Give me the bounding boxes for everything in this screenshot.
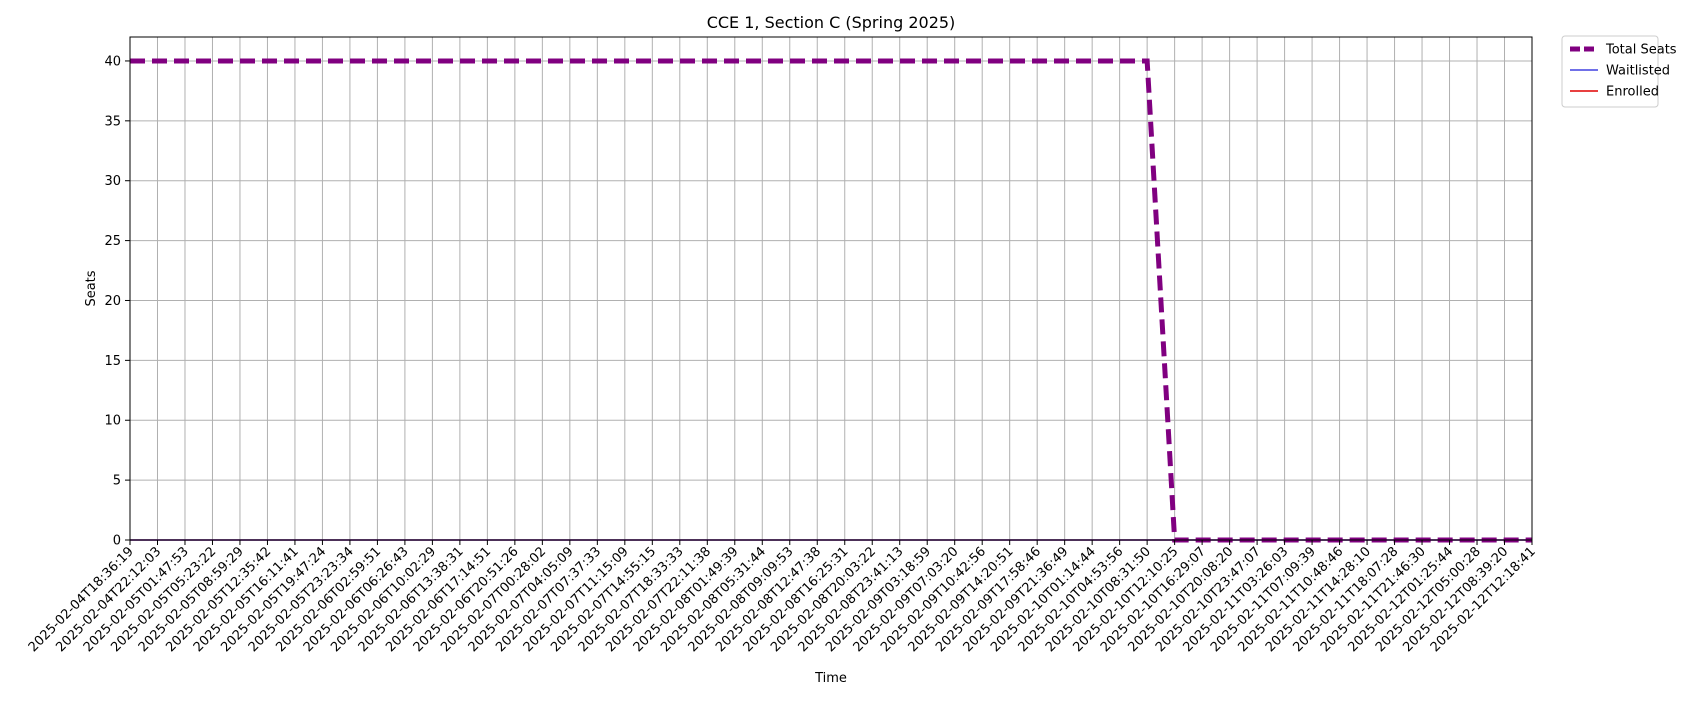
y-axis-label: Seats [84, 270, 99, 306]
y-tick-label: 5 [113, 474, 121, 489]
y-tick-label: 35 [104, 114, 121, 129]
x-axis-label: Time [814, 671, 847, 686]
y-tick-label: 20 [104, 294, 121, 309]
plot-frame [129, 36, 1533, 541]
y-tick-label: 25 [104, 234, 121, 249]
legend-label-total-seats: Total Seats [1605, 43, 1677, 58]
legend-box [1561, 35, 1659, 108]
y-tick-label: 0 [113, 534, 121, 549]
y-tick-label: 30 [104, 174, 121, 189]
y-tick-label: 40 [104, 54, 121, 69]
legend-label-waitlisted: Waitlisted [1606, 64, 1670, 79]
legend: Total Seats Waitlisted Enrolled [1561, 35, 1677, 108]
y-axis-ticks: 0 5 10 15 20 25 30 35 40 [104, 54, 130, 549]
y-tick-label: 10 [104, 414, 121, 429]
chart-title: CCE 1, Section C (Spring 2025) [707, 13, 956, 32]
grid [129, 37, 1533, 541]
x-axis-ticks: 2025-02-04T18:36:192025-02-04T22:12:0320… [26, 540, 1539, 655]
legend-label-enrolled: Enrolled [1606, 85, 1659, 100]
y-tick-label: 15 [104, 354, 121, 369]
